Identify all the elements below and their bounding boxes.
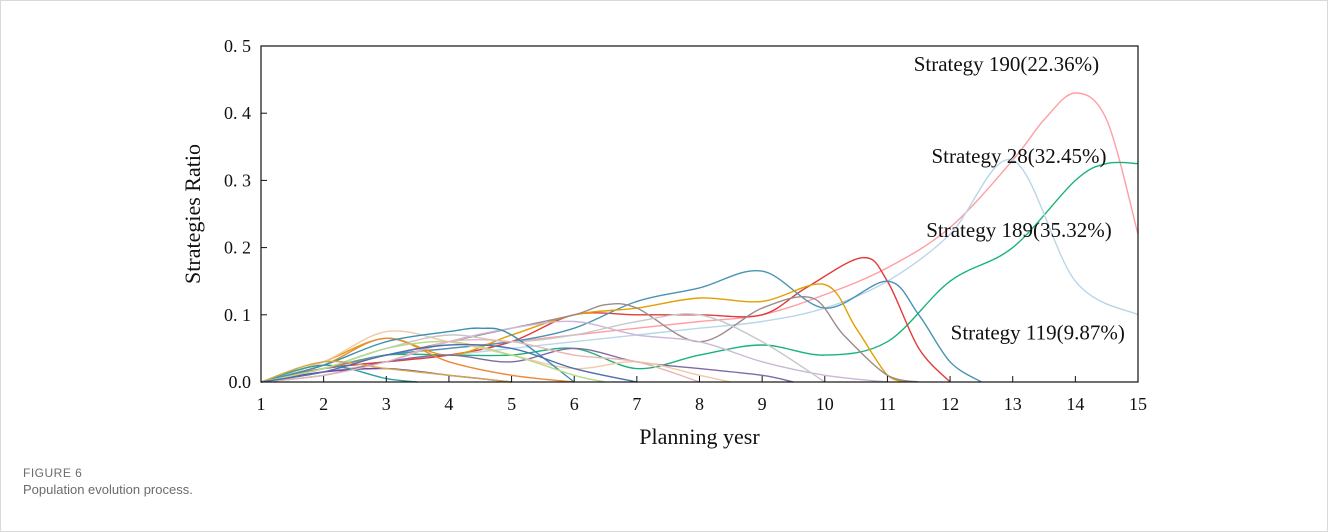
y-axis-ticks: 0.0 0. 1 0. 2 0. 3 0. 4 0. 5 <box>224 36 267 392</box>
x-tick-label: 14 <box>1066 394 1084 414</box>
x-tick-label: 10 <box>816 394 834 414</box>
annotation-label-4: Strategy 119(9.87%) <box>951 321 1125 345</box>
annotation-label-1: Strategy 190(22.36%) <box>914 52 1099 76</box>
series-line-2 <box>260 161 1139 383</box>
x-axis-ticks: 1 2 3 4 5 6 7 8 9 10 11 12 13 14 15 <box>257 376 1147 414</box>
y-tick-label: 0. 4 <box>224 103 251 123</box>
annotations: Strategy 190(22.36%) Strategy 28(32.45%) S… <box>914 52 1125 345</box>
y-tick-label: 0. 2 <box>224 238 251 258</box>
x-tick-label: 7 <box>632 394 641 414</box>
series-line-17 <box>260 360 512 383</box>
y-tick-label: 0. 5 <box>224 36 251 56</box>
y-tick-label: 0.0 <box>229 372 252 392</box>
figure-description: Population evolution process. <box>23 482 193 497</box>
x-tick-label: 9 <box>758 394 767 414</box>
x-tick-label: 8 <box>695 394 704 414</box>
series-line-4 <box>260 256 951 383</box>
figure-caption: FIGURE 6 Population evolution process. <box>23 466 193 497</box>
x-tick-label: 11 <box>879 394 896 414</box>
figure-number: FIGURE 6 <box>23 466 83 480</box>
x-tick-label: 2 <box>319 394 328 414</box>
series-line-18 <box>260 338 700 383</box>
x-axis-label: Planning yesr <box>639 424 760 449</box>
x-tick-label: 15 <box>1129 394 1147 414</box>
series-line-19 <box>260 343 638 383</box>
x-tick-label: 12 <box>941 394 959 414</box>
series-line-9 <box>260 347 794 383</box>
x-tick-label: 13 <box>1004 394 1022 414</box>
annotation-label-2: Strategy 28(32.45%) <box>931 144 1106 168</box>
series-line-3 <box>260 159 1139 383</box>
x-tick-label: 5 <box>507 394 516 414</box>
y-axis-label: Strategies Ratio <box>180 144 205 284</box>
x-tick-label: 6 <box>570 394 579 414</box>
x-tick-label: 1 <box>257 394 266 414</box>
x-tick-label: 4 <box>444 394 453 414</box>
line-chart: Strategy 190(22.36%) Strategy 28(32.45%) S… <box>180 36 1147 449</box>
series-lines <box>260 92 1139 383</box>
x-tick-label: 3 <box>382 394 391 414</box>
series-line-8 <box>260 320 888 383</box>
y-tick-label: 0. 1 <box>224 305 251 325</box>
annotation-label-3: Strategy 189(35.32%) <box>926 218 1111 242</box>
y-tick-label: 0. 3 <box>224 170 251 190</box>
